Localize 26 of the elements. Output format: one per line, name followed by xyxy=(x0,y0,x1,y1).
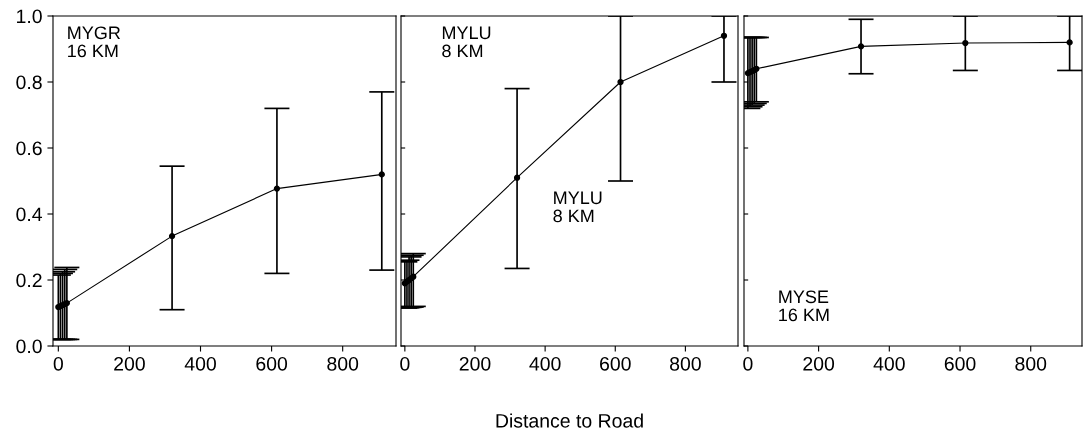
x-tick-label: 400 xyxy=(873,356,905,371)
x-tick-label: 0 xyxy=(743,356,753,371)
x-tick-label: 200 xyxy=(459,356,491,371)
y-tick-label: 1.0 xyxy=(17,9,42,24)
x-tick-label: 200 xyxy=(114,356,145,371)
y-tick-label: 0.8 xyxy=(16,75,42,90)
x-tick-label: 800 xyxy=(670,356,701,371)
x-tick-label: 600 xyxy=(256,356,288,371)
x-tick-label: 800 xyxy=(327,356,359,371)
annotation: MYLU 8 KM xyxy=(442,26,491,58)
x-tick-label: 600 xyxy=(944,356,976,371)
annotation: MYGR 16 KM xyxy=(68,26,121,58)
x-tick-label: 200 xyxy=(803,356,835,371)
y-tick-label: 0.6 xyxy=(16,141,42,156)
x-tick-label: 0 xyxy=(400,356,410,371)
x-tick-label: 600 xyxy=(600,356,631,371)
y-tick-label: 0.4 xyxy=(16,207,43,222)
y-tick-label: 0.2 xyxy=(16,273,42,288)
y-tick-label: 0.0 xyxy=(16,339,42,354)
annotation: MYSE 16 KM xyxy=(779,290,829,322)
x-tick-label: 400 xyxy=(529,356,561,371)
x-tick-label: 0 xyxy=(53,356,63,371)
x-axis-title: Distance to Road xyxy=(496,413,643,428)
annotation: MYLU 8 KM xyxy=(553,191,602,223)
x-tick-label: 400 xyxy=(184,356,216,371)
x-tick-label: 800 xyxy=(1015,356,1047,371)
